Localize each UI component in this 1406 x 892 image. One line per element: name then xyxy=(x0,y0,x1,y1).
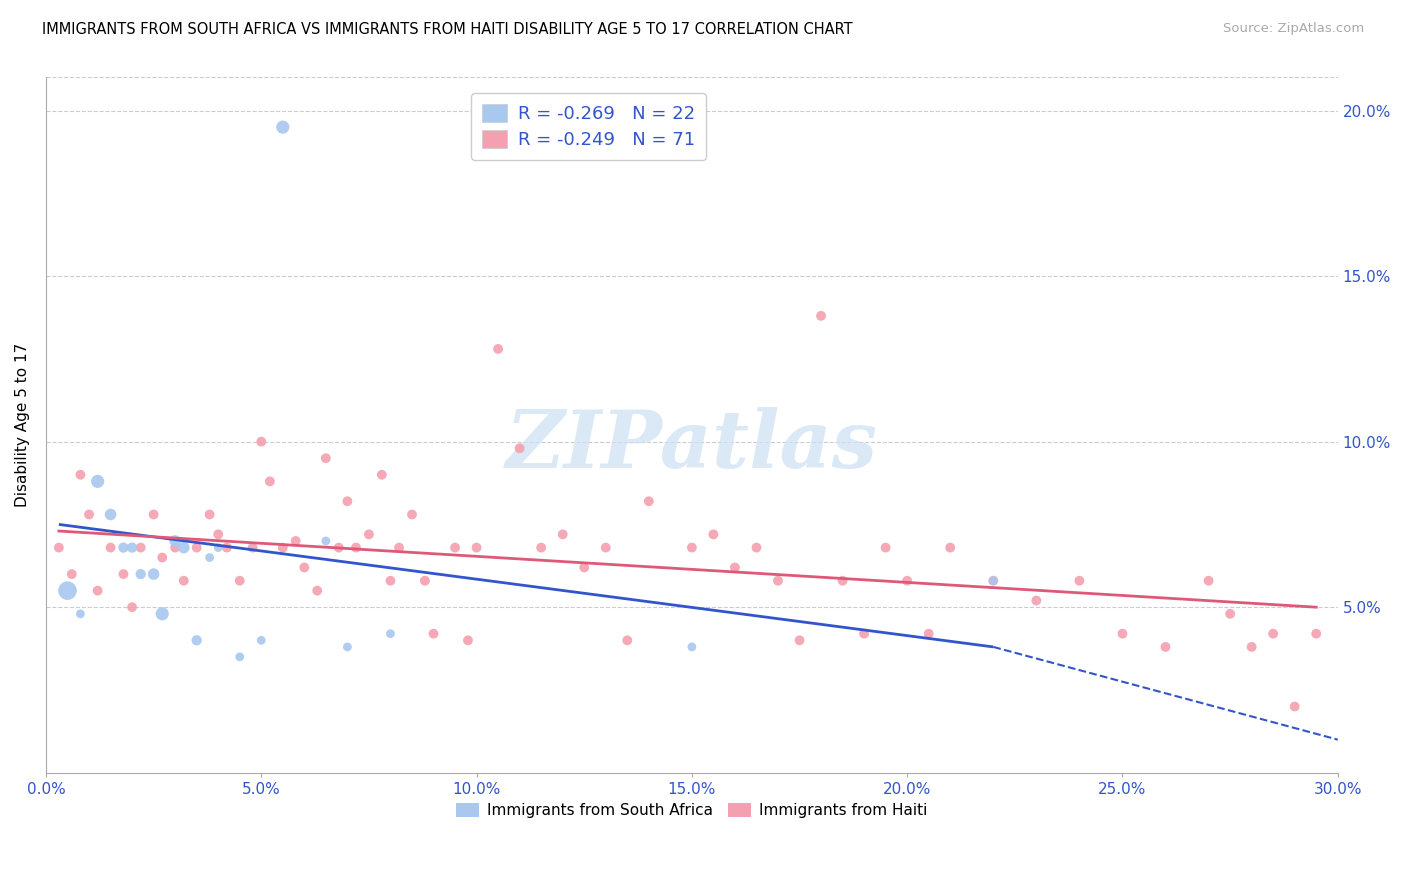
Point xyxy=(60,567,83,582)
Point xyxy=(229,574,252,588)
Point xyxy=(207,527,229,541)
Point xyxy=(939,541,962,555)
Point xyxy=(229,649,252,664)
Point xyxy=(1069,574,1091,588)
Point xyxy=(766,574,789,588)
Point xyxy=(486,342,509,356)
Point xyxy=(371,467,394,482)
Point xyxy=(530,541,553,555)
Point xyxy=(616,633,638,648)
Point xyxy=(681,541,703,555)
Point xyxy=(150,607,173,621)
Point xyxy=(724,560,747,574)
Point xyxy=(981,574,1004,588)
Point xyxy=(250,434,273,449)
Point xyxy=(789,633,811,648)
Point xyxy=(551,527,574,541)
Point xyxy=(77,508,100,522)
Point xyxy=(271,541,294,555)
Point xyxy=(810,309,832,323)
Point xyxy=(401,508,423,522)
Point xyxy=(457,633,479,648)
Y-axis label: Disability Age 5 to 17: Disability Age 5 to 17 xyxy=(15,343,30,508)
Point xyxy=(380,626,402,640)
Point xyxy=(271,120,294,134)
Text: ZIPatlas: ZIPatlas xyxy=(506,407,877,484)
Point xyxy=(831,574,853,588)
Text: IMMIGRANTS FROM SOUTH AFRICA VS IMMIGRANTS FROM HAITI DISABILITY AGE 5 TO 17 COR: IMMIGRANTS FROM SOUTH AFRICA VS IMMIGRAN… xyxy=(42,22,853,37)
Text: Source: ZipAtlas.com: Source: ZipAtlas.com xyxy=(1223,22,1364,36)
Point xyxy=(336,494,359,508)
Point xyxy=(129,567,152,582)
Point xyxy=(112,541,135,555)
Point xyxy=(198,550,221,565)
Point xyxy=(215,541,238,555)
Point xyxy=(292,560,315,574)
Point xyxy=(875,541,897,555)
Point xyxy=(100,541,122,555)
Point xyxy=(121,600,143,615)
Point xyxy=(112,567,135,582)
Point xyxy=(242,541,264,555)
Point xyxy=(1111,626,1133,640)
Point xyxy=(336,640,359,654)
Point xyxy=(328,541,350,555)
Point xyxy=(165,533,187,548)
Point xyxy=(186,633,208,648)
Point xyxy=(207,541,229,555)
Point xyxy=(357,527,380,541)
Point xyxy=(142,567,165,582)
Point xyxy=(307,583,329,598)
Point xyxy=(259,475,281,489)
Point xyxy=(48,541,70,555)
Point xyxy=(198,508,221,522)
Point xyxy=(344,541,367,555)
Point xyxy=(1154,640,1177,654)
Point xyxy=(380,574,402,588)
Point xyxy=(918,626,941,640)
Point xyxy=(69,467,91,482)
Point xyxy=(853,626,876,640)
Point xyxy=(574,560,596,574)
Point xyxy=(595,541,617,555)
Point xyxy=(173,574,195,588)
Point xyxy=(284,533,307,548)
Point xyxy=(981,574,1004,588)
Point xyxy=(896,574,918,588)
Point xyxy=(1305,626,1327,640)
Point xyxy=(444,541,467,555)
Point xyxy=(465,541,488,555)
Point xyxy=(129,541,152,555)
Point xyxy=(1198,574,1220,588)
Point xyxy=(1025,593,1047,607)
Point xyxy=(86,475,108,489)
Point xyxy=(86,583,108,598)
Point xyxy=(69,607,91,621)
Point xyxy=(388,541,411,555)
Point xyxy=(56,583,79,598)
Point xyxy=(1263,626,1285,640)
Point xyxy=(173,541,195,555)
Point xyxy=(702,527,724,541)
Point xyxy=(681,640,703,654)
Point xyxy=(121,541,143,555)
Point xyxy=(1240,640,1263,654)
Point xyxy=(509,442,531,456)
Point xyxy=(100,508,122,522)
Point xyxy=(413,574,436,588)
Point xyxy=(745,541,768,555)
Point xyxy=(142,508,165,522)
Point xyxy=(250,633,273,648)
Legend: Immigrants from South Africa, Immigrants from Haiti: Immigrants from South Africa, Immigrants… xyxy=(450,797,934,824)
Point xyxy=(422,626,444,640)
Point xyxy=(315,451,337,466)
Point xyxy=(165,541,187,555)
Point xyxy=(186,541,208,555)
Point xyxy=(637,494,659,508)
Point xyxy=(150,550,173,565)
Point xyxy=(1219,607,1241,621)
Point xyxy=(1284,699,1306,714)
Point xyxy=(315,533,337,548)
